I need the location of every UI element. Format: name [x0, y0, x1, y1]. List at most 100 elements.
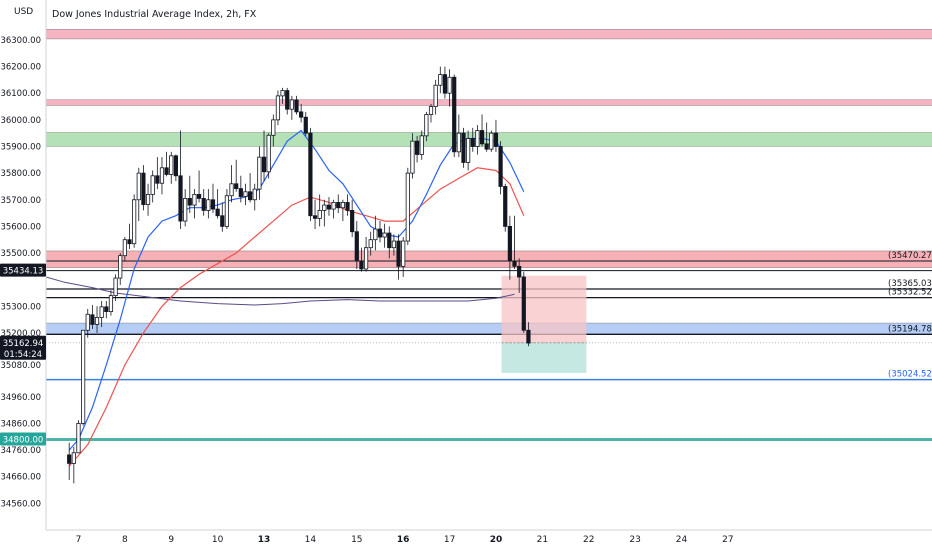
candle-body-60 [345, 202, 350, 211]
candle-body-67 [377, 228, 383, 238]
candle-body-77 [424, 114, 429, 137]
candle-body-94 [503, 186, 508, 227]
x-tick-label: 22 [583, 535, 594, 545]
y-tick-label: 35080.00 [0, 361, 41, 371]
candle-body-13 [127, 239, 132, 245]
y-tick-label: 34960.00 [0, 393, 41, 403]
x-tick-label: 15 [351, 535, 362, 545]
candle-body-99 [526, 329, 531, 344]
candle-body-52 [308, 132, 313, 217]
candle-body-7 [99, 306, 104, 318]
candle-body-92 [493, 132, 499, 147]
candle-body-31 [210, 199, 216, 210]
candle-body-81 [442, 74, 448, 94]
candle-body-80 [438, 74, 443, 86]
candle-body-72 [401, 240, 406, 267]
candle-body-75 [414, 140, 420, 155]
candle-body-98 [521, 276, 526, 331]
candle-body-14 [132, 199, 137, 245]
candle-body-41 [257, 156, 262, 190]
moving-averages-layer [45, 129, 525, 467]
price-tag-bg-0 [0, 263, 46, 277]
candle-body-8 [104, 306, 109, 313]
candle-body-66 [373, 228, 378, 241]
take-profit-zone [501, 342, 587, 373]
candle-body-32 [215, 208, 220, 217]
level-label-5: (35024.52) [888, 370, 932, 380]
y-tick-label: 35900.00 [0, 142, 41, 152]
candle-body-71 [396, 240, 401, 267]
candle-body-44 [271, 119, 276, 136]
level-label-3: (35332.52) [888, 288, 932, 298]
candle-body-62 [354, 231, 359, 262]
level-label-0: (35470.27) [888, 251, 932, 261]
candle-body-35 [229, 183, 234, 197]
candle-body-88 [475, 130, 480, 147]
candle-body-21 [164, 167, 169, 175]
candle-body-64 [363, 247, 369, 270]
candle-body-73 [405, 172, 410, 242]
candle-body-12 [122, 239, 127, 257]
candle-body-46 [280, 90, 285, 97]
zone-band-3 [46, 250, 932, 268]
candle-body-30 [206, 199, 211, 211]
y-tick-label: 36100.00 [0, 89, 41, 99]
stop-loss-zone [501, 275, 587, 343]
candle-body-85 [461, 132, 466, 163]
candle-body-91 [489, 132, 494, 150]
candle-body-89 [479, 130, 485, 145]
zone-band-4 [46, 323, 932, 335]
price-tag-countdown-1: 01:54:24 [4, 350, 42, 360]
candle-body-19 [155, 175, 160, 184]
y-tick-label: 35200.00 [0, 329, 41, 339]
candle-body-79 [433, 84, 438, 107]
candle-body-22 [169, 155, 174, 175]
candle-body-70 [391, 240, 397, 249]
x-tick-label: 27 [722, 535, 733, 545]
candle-body-33 [220, 215, 225, 227]
position-tool[interactable] [46, 275, 932, 373]
x-tick-label: 14 [305, 535, 317, 545]
candle-body-47 [285, 90, 290, 110]
candle-body-20 [159, 167, 165, 184]
level-label-2: (35365.03) [888, 279, 932, 289]
candle-body-28 [196, 194, 202, 199]
candle-body-86 [466, 138, 471, 163]
levels-layer: (35470.27) (35365.03)(35332.52) (35194.78)… [46, 251, 932, 441]
candle-body-45 [275, 95, 281, 121]
candle-body-5 [90, 314, 95, 325]
candle-body-50 [299, 111, 304, 118]
y-tick-label: 36200.00 [0, 63, 41, 73]
candle-body-39 [248, 191, 253, 201]
candle-body-37 [238, 188, 243, 197]
candle-body-3 [81, 329, 86, 424]
x-tick-label: 8 [122, 535, 128, 545]
x-tick-label: 20 [490, 535, 503, 545]
candle-body-10 [113, 277, 118, 297]
x-tick-label: 13 [258, 535, 271, 545]
y-tick-label: 34760.00 [0, 446, 41, 456]
candle-body-95 [507, 225, 512, 262]
ma-slow-line [68, 167, 525, 467]
candle-body-82 [447, 76, 452, 94]
candle-body-4 [85, 313, 90, 331]
candle-body-38 [243, 191, 248, 197]
candle-body-63 [359, 260, 364, 270]
candle-body-58 [336, 202, 341, 209]
candle-body-24 [178, 175, 183, 222]
candle-body-56 [326, 204, 332, 210]
price-tag-bg-1 [0, 335, 46, 360]
y-tick-label: 36000.00 [0, 116, 41, 126]
y-tick-label: 34560.00 [0, 499, 41, 509]
ma-fast-line [68, 129, 525, 451]
price-tag-text-0: 35434.13 [3, 267, 44, 277]
y-tick-label: 35500.00 [0, 249, 41, 259]
candle-body-96 [512, 260, 517, 267]
candle-body-97 [517, 265, 522, 278]
candle-body-76 [419, 135, 424, 155]
currency-label: USD [14, 7, 33, 17]
zone-band-0 [46, 29, 932, 39]
